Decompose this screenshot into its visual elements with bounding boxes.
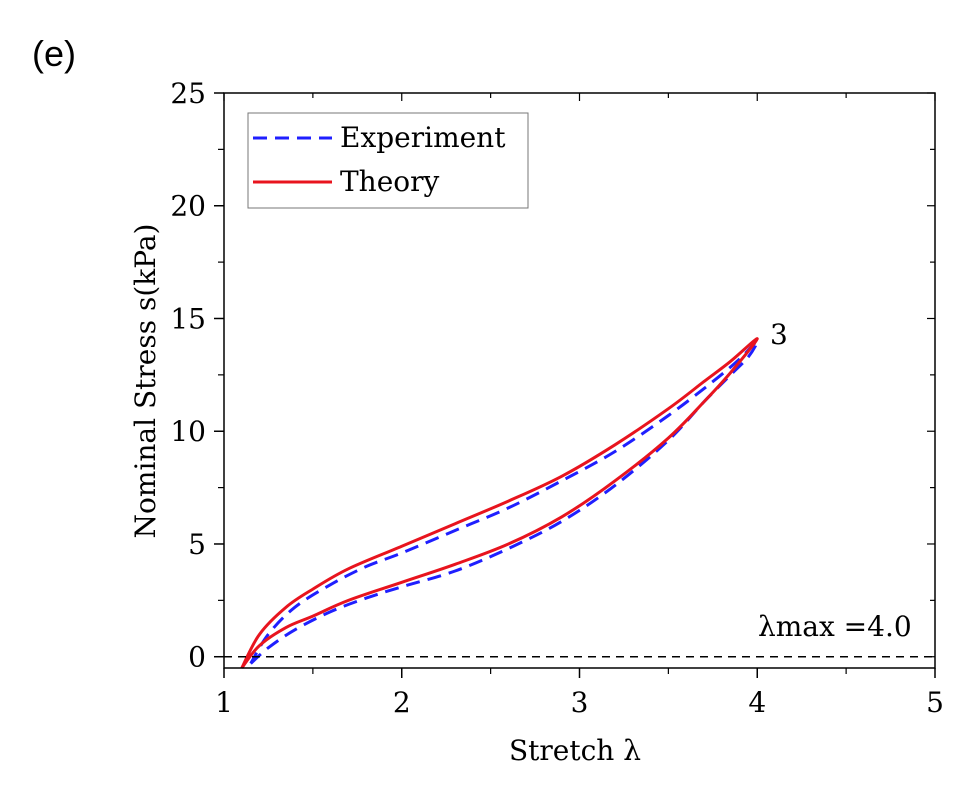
legend: Experiment Theory	[247, 112, 529, 209]
panel-label: (e)	[32, 33, 76, 74]
series-line-theory	[240, 337, 759, 669]
x-tick-label: 3	[571, 686, 589, 719]
tick-labels: 1 2 3 4 5 0 5 10 15 20 25	[170, 77, 944, 719]
series-line-experiment	[249, 339, 759, 665]
plot-frame	[223, 92, 936, 669]
annotation-lambda-max: λmax =4.0	[758, 610, 912, 643]
data-lines	[240, 337, 759, 669]
x-tick-label: 2	[393, 686, 411, 719]
x-tick-label: 4	[748, 686, 766, 719]
axis-ticks	[214, 92, 936, 678]
legend-label-experiment: Experiment	[340, 121, 506, 154]
y-tick-label: 20	[170, 190, 206, 223]
y-tick-label: 0	[188, 641, 206, 674]
x-tick-label: 1	[215, 686, 233, 719]
x-axis-label: Stretch λ	[509, 734, 641, 767]
y-tick-label: 5	[188, 528, 206, 561]
annotation-end-label: 3	[770, 318, 788, 351]
y-tick-label: 25	[170, 77, 206, 110]
y-tick-label: 10	[170, 415, 206, 448]
legend-box	[247, 112, 529, 209]
y-tick-label: 15	[170, 302, 206, 335]
y-axis-label: Nominal Stress s(kPa)	[129, 224, 162, 539]
legend-label-theory: Theory	[340, 165, 440, 198]
x-tick-label: 5	[926, 686, 944, 719]
